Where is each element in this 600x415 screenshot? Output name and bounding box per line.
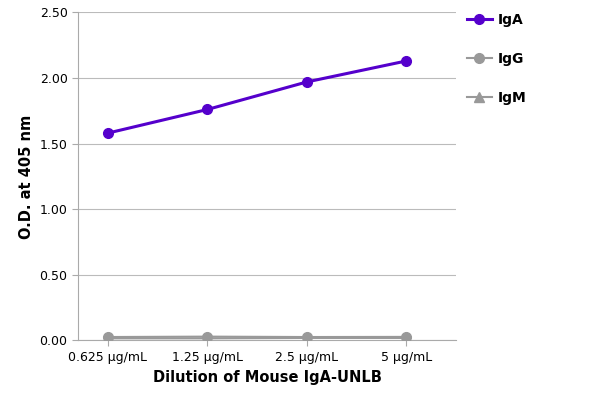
IgG [204,334,211,339]
Line: IgG: IgG [103,332,411,342]
IgA [403,59,410,63]
Y-axis label: O.D. at 405 nm: O.D. at 405 nm [19,114,34,239]
IgM [303,335,310,340]
IgG [303,334,310,339]
IgM [204,336,211,341]
Legend: IgA, IgG, IgM: IgA, IgG, IgM [467,13,526,105]
X-axis label: Dilution of Mouse IgA-UNLB: Dilution of Mouse IgA-UNLB [152,370,382,385]
Line: IgM: IgM [103,333,411,343]
IgM [403,335,410,340]
Line: IgA: IgA [103,56,411,138]
IgG [104,334,112,339]
IgA [204,107,211,112]
IgG [403,334,410,339]
IgA [104,131,112,136]
IgA [303,79,310,84]
IgM [104,336,112,341]
